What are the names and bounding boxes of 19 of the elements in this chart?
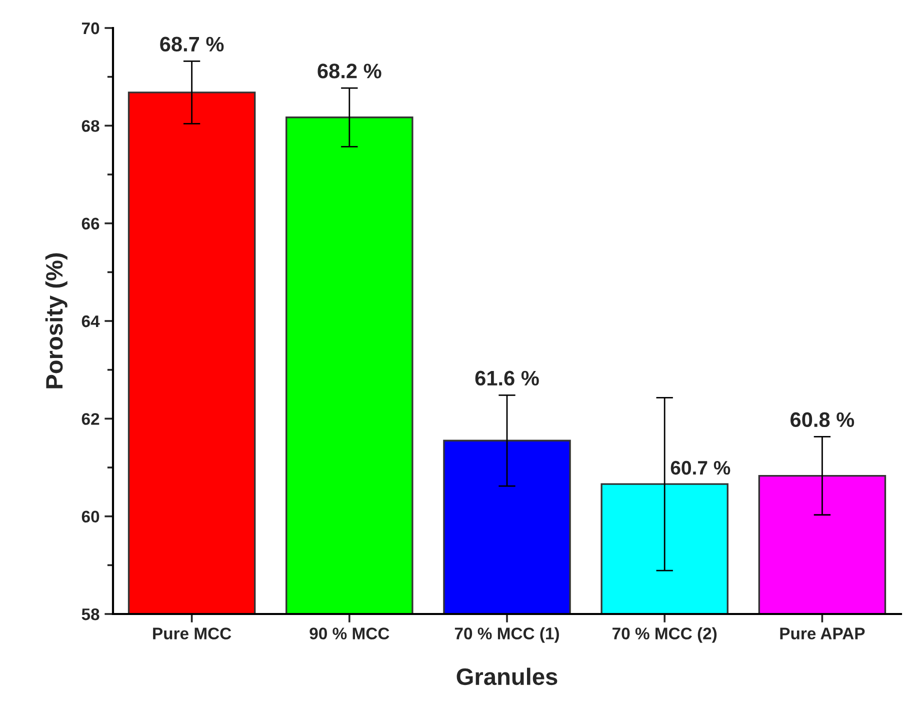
data-label: 60.8 % xyxy=(790,412,854,428)
x-tick-label: Pure MCC xyxy=(153,628,232,640)
x-axis-title: Granules xyxy=(456,668,558,686)
y-tick-label: 68 xyxy=(82,120,100,132)
data-label: 68.2 % xyxy=(318,64,382,78)
x-tick-label: Pure APAP xyxy=(780,628,865,640)
x-tick-label: 90 % MCC xyxy=(310,628,390,640)
data-label: 60.7 % xyxy=(670,460,730,475)
y-tick-label: 66 xyxy=(82,218,100,230)
x-tick-label: 70 % MCC (1) xyxy=(454,627,559,643)
data-label: 61.6 % xyxy=(475,370,539,386)
y-tick-label: 62 xyxy=(82,413,100,425)
y-axis-title: Porosity (%) xyxy=(45,253,68,388)
y-tick-label: 60 xyxy=(82,510,100,523)
y-tick-label: 64 xyxy=(82,315,100,328)
y-tick-label: 58 xyxy=(82,608,100,620)
data-label: 68.7 % xyxy=(160,36,224,52)
y-tick-label: 70 xyxy=(82,22,100,34)
x-tick-label: 70 % MCC (2) xyxy=(612,627,717,643)
